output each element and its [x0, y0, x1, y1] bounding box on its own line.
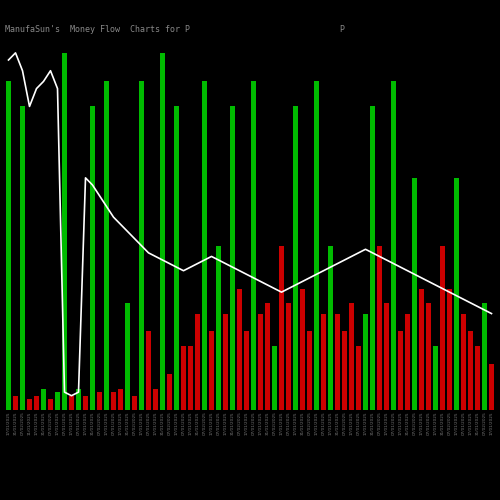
Bar [412, 178, 417, 410]
Bar [272, 346, 277, 410]
Bar [48, 400, 53, 410]
Bar [90, 106, 95, 410]
Bar [111, 392, 116, 410]
Bar [104, 82, 109, 410]
Bar [76, 388, 81, 410]
Bar [391, 82, 396, 410]
Bar [489, 364, 494, 410]
Bar [188, 346, 193, 410]
Bar [286, 303, 291, 410]
Bar [69, 396, 74, 410]
Bar [83, 396, 88, 410]
Bar [181, 346, 186, 410]
Bar [195, 314, 200, 410]
Bar [363, 314, 368, 410]
Bar [468, 332, 473, 410]
Bar [132, 396, 137, 410]
Bar [293, 106, 298, 410]
Bar [209, 332, 214, 410]
Bar [20, 106, 25, 410]
Bar [216, 246, 221, 410]
Bar [139, 82, 144, 410]
Bar [419, 288, 424, 410]
Bar [356, 346, 361, 410]
Bar [370, 106, 375, 410]
Bar [461, 314, 466, 410]
Bar [258, 314, 263, 410]
Bar [27, 400, 32, 410]
Bar [342, 332, 347, 410]
Bar [321, 314, 326, 410]
Bar [202, 82, 207, 410]
Bar [307, 332, 312, 410]
Bar [314, 82, 319, 410]
Bar [384, 303, 389, 410]
Bar [426, 303, 431, 410]
Bar [237, 288, 242, 410]
Bar [433, 346, 438, 410]
Bar [62, 53, 67, 410]
Bar [230, 106, 235, 410]
Bar [41, 388, 46, 410]
Bar [13, 396, 18, 410]
Bar [34, 396, 39, 410]
Bar [167, 374, 172, 410]
Bar [279, 246, 284, 410]
Bar [160, 53, 165, 410]
Bar [125, 303, 130, 410]
Text: ManufaSun's  Money Flow  Charts for P                              P            : ManufaSun's Money Flow Charts for P P [5, 25, 500, 34]
Bar [475, 346, 480, 410]
Bar [328, 246, 333, 410]
Bar [440, 246, 445, 410]
Bar [244, 332, 249, 410]
Bar [377, 246, 382, 410]
Bar [454, 178, 459, 410]
Bar [405, 314, 410, 410]
Bar [55, 392, 60, 410]
Bar [482, 303, 487, 410]
Bar [251, 82, 256, 410]
Bar [300, 288, 305, 410]
Bar [447, 288, 452, 410]
Bar [146, 332, 151, 410]
Bar [335, 314, 340, 410]
Bar [398, 332, 403, 410]
Bar [265, 303, 270, 410]
Bar [97, 392, 102, 410]
Bar [223, 314, 228, 410]
Bar [118, 388, 123, 410]
Bar [6, 82, 11, 410]
Bar [349, 303, 354, 410]
Bar [153, 388, 158, 410]
Bar [174, 106, 179, 410]
